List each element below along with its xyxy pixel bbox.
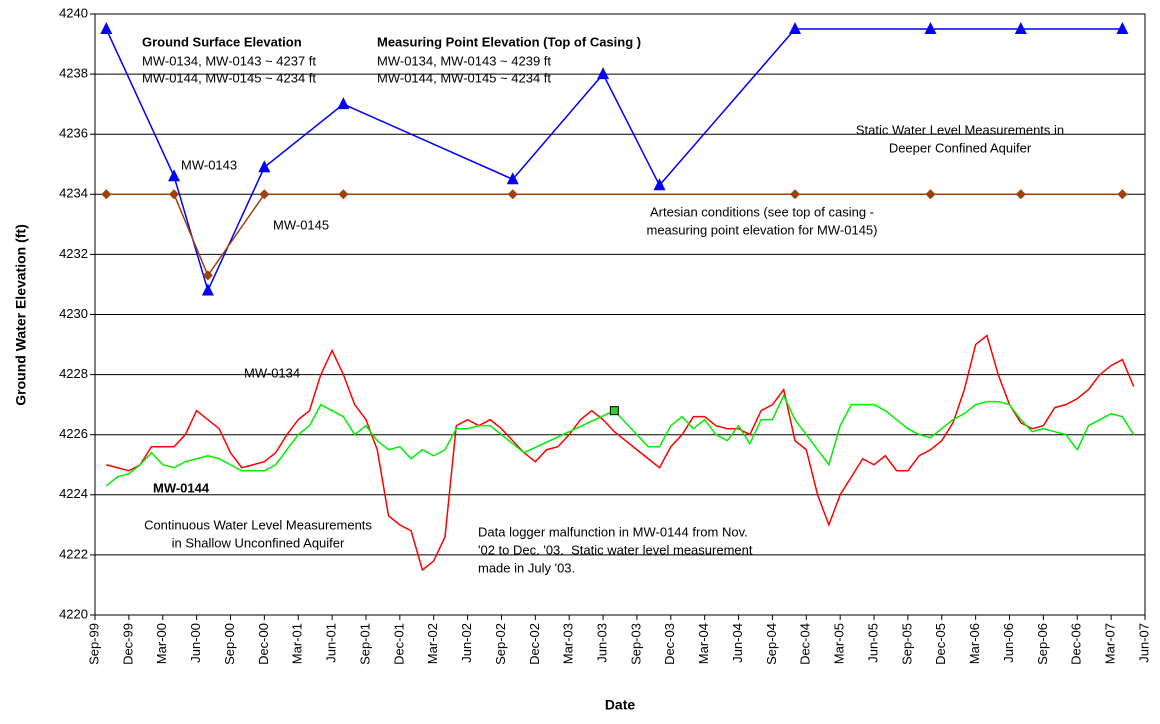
annotation: Deeper Confined Aquifer <box>889 140 1032 155</box>
marker <box>168 169 181 182</box>
x-tick-label: Sep-02 <box>493 623 508 665</box>
x-tick-label: Mar-02 <box>425 623 440 664</box>
x-tick-label: Sep-01 <box>357 623 372 665</box>
y-tick-label: 4228 <box>59 366 88 381</box>
annotation: '02 to Dec. '03. Static water level meas… <box>478 542 753 557</box>
x-tick-label: Mar-03 <box>561 623 576 664</box>
annotation: made in July '03. <box>478 560 575 575</box>
series-line <box>106 193 1123 277</box>
annotation-title: Measuring Point Elevation (Top of Casing… <box>377 34 641 49</box>
x-tick-label: Dec-03 <box>662 623 677 665</box>
marker <box>1014 22 1027 35</box>
x-tick-label: Dec-02 <box>527 623 542 665</box>
annotation: measuring point elevation for MW-0145) <box>647 222 878 237</box>
annotation: Data logger malfunction in MW-0144 from … <box>478 524 748 539</box>
annotation: MW-0134, MW-0143 ~ 4237 ft <box>142 53 316 68</box>
plot-border <box>94 13 1146 616</box>
x-tick-label: Sep-03 <box>628 623 643 665</box>
marker <box>925 189 936 200</box>
annotation: Static Water Level Measurements in <box>856 122 1064 137</box>
y-tick-label: 4224 <box>59 486 88 501</box>
x-axis-title: Date <box>605 697 636 713</box>
y-tick-label: 4234 <box>59 186 88 201</box>
marker <box>1117 189 1128 200</box>
x-tick-label: Sep-04 <box>764 623 779 665</box>
annotation: MW-0134, MW-0143 ~ 4239 ft <box>377 53 551 68</box>
marker <box>100 22 113 35</box>
x-tick-label: Dec-99 <box>120 623 135 665</box>
x-tick-label: Mar-05 <box>832 623 847 664</box>
series-label: MW-0145 <box>273 217 329 232</box>
y-tick-label: 4238 <box>59 66 88 81</box>
y-tick-label: 4222 <box>59 546 88 561</box>
y-tick-label: 4236 <box>59 126 88 141</box>
marker <box>790 189 800 200</box>
marker <box>1116 22 1129 35</box>
marker <box>201 283 214 296</box>
marker <box>1015 189 1026 200</box>
x-tick-label: Jun-07 <box>1136 623 1151 663</box>
series-line <box>105 393 1135 487</box>
x-tick-label: Jun-03 <box>595 623 610 663</box>
series-label: MW-0134 <box>244 365 300 380</box>
x-tick-label: Dec-06 <box>1069 623 1084 665</box>
series-line <box>106 334 1135 572</box>
series-label: MW-0143 <box>181 157 237 172</box>
annotation: MW-0144, MW-0145 ~ 4234 ft <box>142 70 316 85</box>
static-point <box>609 406 619 416</box>
x-tick-label: Mar-00 <box>154 623 169 664</box>
y-tick-label: 4230 <box>59 306 88 321</box>
x-tick-label: Dec-00 <box>256 623 271 665</box>
marker <box>597 67 610 80</box>
y-tick-label: 4226 <box>59 426 88 441</box>
annotation: MW-0144, MW-0145 ~ 4234 ft <box>377 70 551 85</box>
marker <box>202 270 213 281</box>
marker <box>653 178 666 191</box>
x-tick-label: Sep-06 <box>1035 623 1050 665</box>
marker <box>337 97 350 110</box>
x-tick-label: Dec-04 <box>798 623 813 665</box>
marker <box>101 189 112 200</box>
y-tick-label: 4240 <box>59 5 88 20</box>
x-tick-label: Jun-02 <box>459 623 474 663</box>
x-tick-label: Dec-01 <box>391 623 406 665</box>
x-tick-label: Jun-01 <box>324 623 339 663</box>
marker <box>789 22 801 35</box>
x-tick-label: Sep-05 <box>899 623 914 665</box>
x-tick-label: Jun-04 <box>730 623 745 663</box>
y-tick-label: 4220 <box>59 606 88 621</box>
annotation: in Shallow Unconfined Aquifer <box>172 535 345 550</box>
series-line <box>105 28 1123 293</box>
series-label: MW-0144 <box>153 480 210 495</box>
marker <box>507 189 518 200</box>
x-tick-label: Jun-05 <box>865 623 880 663</box>
y-axis-title: Ground Water Elevation (ft) <box>13 224 29 405</box>
x-tick-label: Mar-06 <box>967 623 982 664</box>
x-tick-label: Mar-04 <box>696 623 711 664</box>
marker <box>259 189 270 200</box>
marker <box>169 189 180 200</box>
x-tick-label: Mar-07 <box>1103 623 1118 664</box>
y-tick-label: 4232 <box>59 246 88 261</box>
x-tick-label: Sep-99 <box>86 623 101 665</box>
marker <box>258 160 271 173</box>
x-tick-label: Sep-00 <box>222 623 237 665</box>
marker <box>924 22 937 35</box>
annotation: Continuous Water Level Measurements <box>144 517 372 532</box>
x-tick-label: Mar-01 <box>290 623 305 664</box>
marker <box>338 189 349 200</box>
x-tick-label: Dec-05 <box>933 623 948 665</box>
annotation-title: Ground Surface Elevation <box>142 34 302 49</box>
x-tick-label: Jun-00 <box>188 623 203 663</box>
marker <box>506 172 519 185</box>
annotation: Artesian conditions (see top of casing - <box>650 204 874 219</box>
x-tick-label: Jun-06 <box>1001 623 1016 663</box>
